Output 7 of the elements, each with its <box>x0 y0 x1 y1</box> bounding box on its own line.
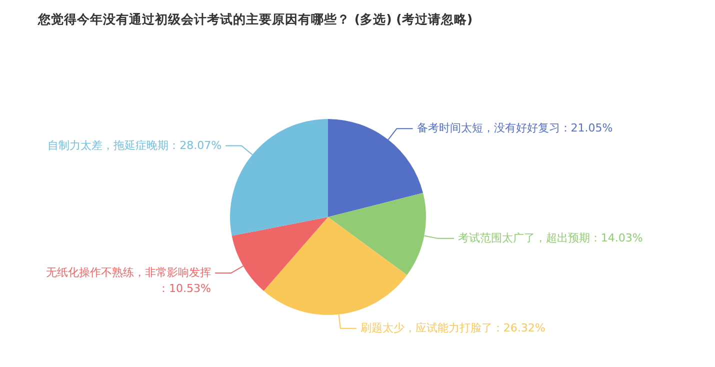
data-label: ：10.53% <box>158 282 212 296</box>
slice-label: 刷题太少，应试能力打脸了：26.32% <box>360 321 546 334</box>
slice-label: 备考时间太短，没有好好复习：21.05% <box>416 122 613 135</box>
slice-label: 考试范围太广了，超出预期：14.03% <box>458 231 643 244</box>
slice-label: 自制力太差，拖延症晚期：28.07% <box>48 138 222 152</box>
chart-title: 您觉得今年没有通过初级会计考试的主要原因有哪些？ (多选) (考过请忽略) <box>37 12 473 26</box>
slice-label: 无纸化操作不熟练，非常影响发挥 <box>46 266 212 280</box>
